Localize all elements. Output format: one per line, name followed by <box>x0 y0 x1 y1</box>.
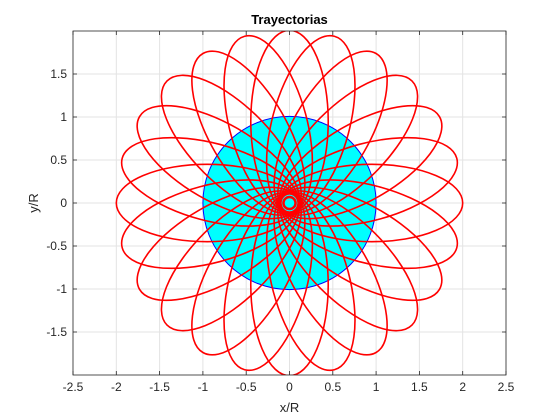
x-tick-label: 1.5 <box>411 380 428 394</box>
x-tick-label: -1.5 <box>149 380 170 394</box>
x-tick-label: 0.5 <box>324 380 341 394</box>
orbit-ellipse <box>279 179 459 270</box>
y-tick-label: 0 <box>60 196 67 210</box>
x-tick-label: 1 <box>373 380 380 394</box>
y-tick-labels: -1.5 -1 -0.5 0 0.5 1 1.5 <box>46 67 67 339</box>
y-axis-label: y/R <box>26 193 41 213</box>
y-tick-label: 1.5 <box>50 67 67 81</box>
plot-data <box>115 31 464 375</box>
x-tick-label: 2 <box>459 380 466 394</box>
x-tick-labels: -2.5 -2 -1.5 -1 -0.5 0 0.5 1 1.5 2 2.5 <box>63 380 515 394</box>
x-tick-label: -0.5 <box>236 380 257 394</box>
y-tick-label: 0.5 <box>50 153 67 167</box>
x-tick-label: 0 <box>286 380 293 394</box>
y-tick-label: -0.5 <box>46 239 67 253</box>
x-tick-label: -2.5 <box>63 380 84 394</box>
x-tick-label: 2.5 <box>498 380 515 394</box>
chart-title: Trayectorias <box>251 12 328 27</box>
y-tick-label: -1 <box>56 282 67 296</box>
axis-ticks <box>72 31 507 375</box>
orbit-trajectories <box>115 31 464 375</box>
x-tick-label: -2 <box>111 380 122 394</box>
center-marker <box>282 195 297 211</box>
y-tick-label: -1.5 <box>46 325 67 339</box>
x-axis-label: x/R <box>280 400 300 415</box>
x-tick-label: -1 <box>198 380 209 394</box>
y-tick-label: 1 <box>60 110 67 124</box>
